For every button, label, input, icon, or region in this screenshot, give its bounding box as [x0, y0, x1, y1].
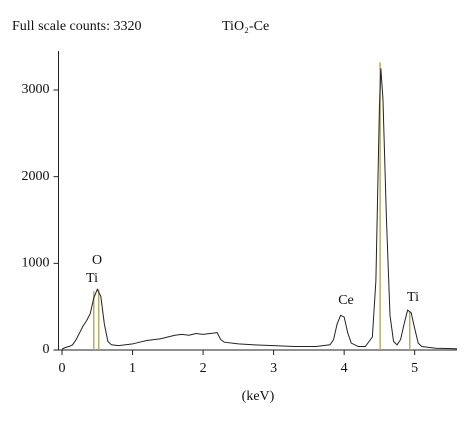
- peak-label: Ce: [338, 293, 354, 308]
- x-tick-label: 3: [270, 361, 277, 376]
- y-tick-label: 0: [43, 342, 50, 357]
- y-tick-label: 2000: [22, 169, 50, 184]
- y-tick-label: 1000: [22, 256, 50, 271]
- chart-title: Full scale counts: 3320: [12, 19, 142, 34]
- x-tick-label: 0: [59, 361, 66, 376]
- chart-subtitle: TiO₂-Ce: [222, 19, 269, 34]
- x-axis-label: (keV): [242, 389, 275, 404]
- peak-label: Ti: [86, 271, 98, 286]
- x-tick-label: 2: [200, 361, 207, 376]
- x-tick-label: 5: [411, 361, 418, 376]
- spectrum-line: [61, 68, 458, 350]
- y-tick-label: 3000: [22, 82, 50, 97]
- x-tick-label: 1: [129, 361, 136, 376]
- peak-label: O: [92, 253, 102, 268]
- x-tick-label: 4: [341, 361, 348, 376]
- peak-label: Ti: [407, 290, 419, 305]
